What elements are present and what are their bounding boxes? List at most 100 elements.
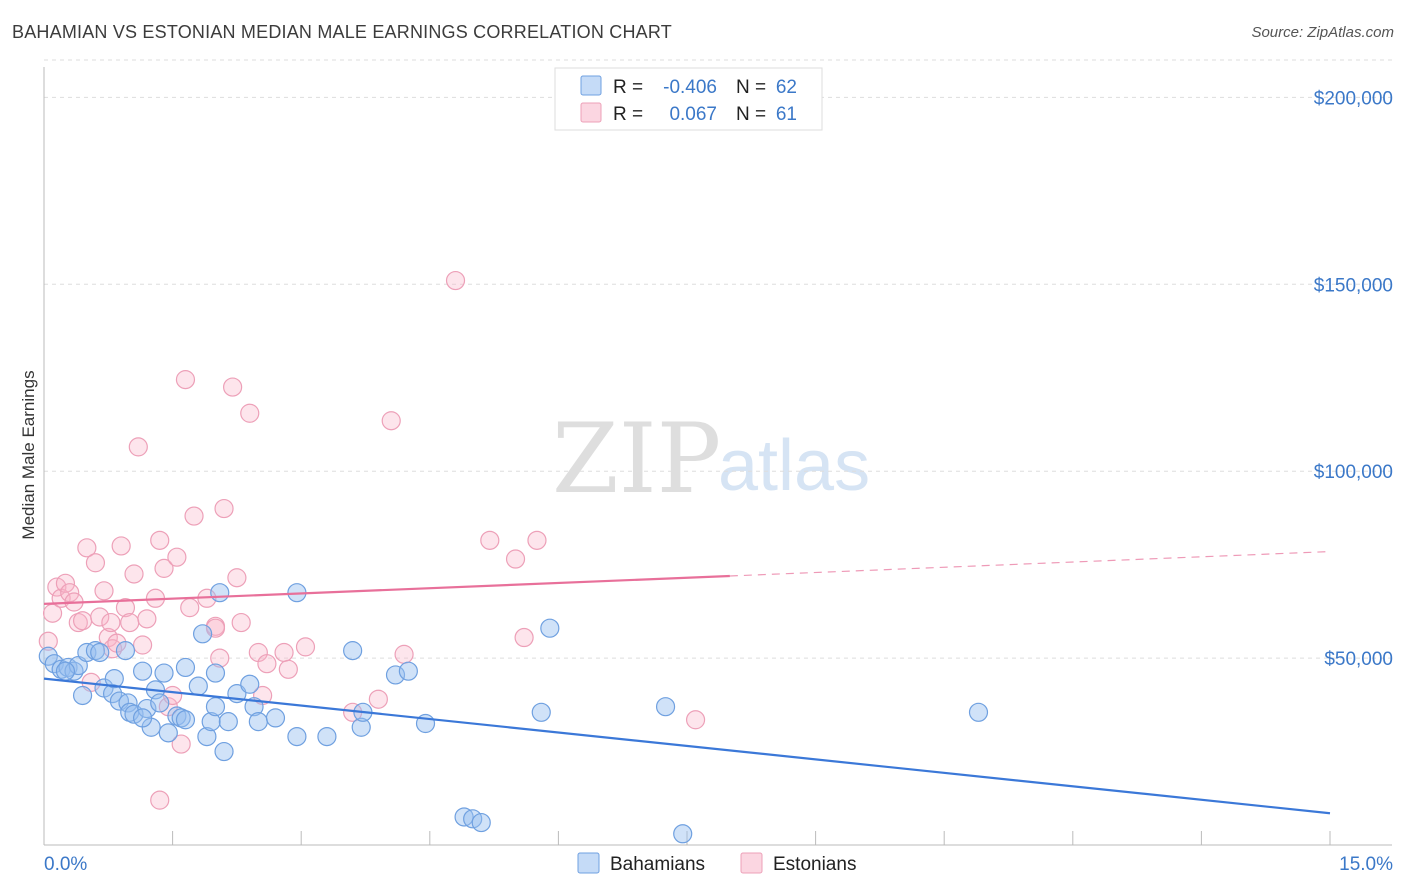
legend-bottom: Bahamians Estonians (577, 852, 856, 875)
y-tick-labels: $50,000 $100,000 $150,000 $200,000 (1314, 88, 1393, 670)
data-point-bahamians (218, 712, 238, 732)
data-point-bahamians (154, 663, 174, 683)
series-estonians (38, 270, 706, 810)
legend-bottom-label-estonians: Estonians (773, 854, 856, 875)
data-point-bahamians (205, 697, 226, 717)
data-point-bahamians (317, 726, 337, 747)
data-point-estonians (368, 689, 388, 709)
data-point-estonians (240, 403, 260, 423)
watermark-zip: ZIP (552, 403, 721, 515)
legend-n-label: N = (736, 77, 766, 98)
data-point-bahamians (102, 684, 123, 704)
legend-top: R = -0.406 N = 62 R = 0.067 N = 61 (554, 67, 823, 131)
data-point-bahamians (540, 618, 560, 638)
data-point-bahamians (343, 641, 363, 661)
data-point-bahamians (197, 726, 217, 747)
data-point-bahamians (188, 676, 208, 696)
data-point-estonians (154, 558, 174, 578)
data-point-estonians (175, 370, 196, 390)
legend-r-value: -0.406 (663, 77, 717, 98)
data-point-estonians (72, 611, 93, 631)
trend-line-bahamians (43, 677, 1331, 815)
data-point-estonians (514, 627, 534, 648)
legend-swatch-estonians (580, 102, 602, 123)
series-bahamians (38, 583, 989, 844)
data-point-estonians (85, 553, 106, 573)
data-point-estonians (55, 573, 76, 593)
data-point-estonians (124, 564, 144, 584)
data-point-bahamians (351, 717, 371, 737)
data-point-estonians (120, 612, 140, 633)
legend-bottom-swatch-bahamians (577, 852, 600, 874)
data-point-bahamians (175, 657, 196, 678)
trend-lines (43, 550, 1331, 815)
data-point-estonians (132, 635, 153, 655)
legend-bottom-swatch-estonians (740, 852, 763, 874)
x-tick-label: 0.0% (44, 854, 87, 875)
gridlines (44, 59, 1392, 659)
legend-n-label: N = (736, 104, 766, 125)
chart-title: BAHAMIAN VS ESTONIAN MEDIAN MALE EARNING… (12, 22, 672, 42)
data-point-bahamians (531, 702, 551, 722)
data-point-estonians (257, 654, 277, 674)
legend-n-value: 61 (776, 104, 797, 125)
data-point-bahamians (214, 741, 234, 762)
data-point-estonians (274, 642, 294, 663)
data-point-bahamians (655, 697, 676, 717)
data-point-bahamians (90, 642, 110, 663)
y-tick-label: $150,000 (1314, 275, 1393, 296)
data-point-bahamians (150, 693, 170, 713)
data-point-estonians (167, 547, 187, 567)
x-tick-label: 15.0% (1339, 854, 1393, 875)
data-point-estonians (394, 644, 414, 664)
data-point-bahamians (132, 661, 153, 681)
data-point-estonians (184, 506, 204, 526)
data-point-estonians (77, 538, 97, 558)
data-point-estonians (505, 549, 526, 569)
data-point-estonians (60, 583, 80, 603)
data-point-estonians (137, 609, 157, 629)
watermark-atlas: atlas (718, 426, 870, 506)
y-tick-label: $200,000 (1314, 88, 1393, 109)
data-point-bahamians (201, 712, 221, 732)
data-point-estonians (527, 530, 547, 550)
legend-bottom-label-bahamians: Bahamians (610, 854, 705, 875)
legend-r-value: 0.067 (669, 104, 717, 125)
legend-r-label: R = (613, 104, 643, 125)
data-point-estonians (223, 377, 243, 397)
data-point-estonians (101, 612, 121, 633)
data-point-bahamians (175, 710, 196, 730)
data-point-estonians (38, 631, 58, 651)
data-point-estonians (111, 536, 131, 556)
data-point-bahamians (115, 641, 136, 661)
data-point-bahamians (193, 624, 213, 644)
data-point-bahamians (471, 812, 491, 833)
data-point-bahamians (248, 712, 268, 732)
data-point-estonians (685, 710, 706, 730)
x-tick-labels: 0.0% 15.0% (44, 854, 1393, 875)
legend-r-label: R = (613, 77, 643, 98)
trend-line-estonians-extension (729, 550, 1331, 577)
data-point-estonians (180, 598, 200, 618)
data-point-estonians (214, 498, 234, 519)
data-point-estonians (227, 568, 247, 588)
data-point-bahamians (104, 669, 124, 689)
data-point-estonians (150, 530, 170, 550)
data-point-bahamians (398, 661, 418, 681)
data-point-estonians (210, 648, 230, 668)
data-point-estonians (94, 581, 114, 601)
data-point-estonians (171, 734, 191, 754)
data-point-estonians (278, 659, 298, 679)
legend-swatch-bahamians (580, 75, 602, 96)
data-point-estonians (115, 598, 136, 618)
y-axis-title: Median Male Earnings (19, 370, 38, 539)
source-label: Source: ZipAtlas.com (1251, 24, 1394, 41)
data-point-bahamians (385, 665, 406, 685)
y-tick-label: $100,000 (1314, 462, 1393, 483)
trend-line-estonians (43, 574, 730, 605)
data-point-bahamians (240, 674, 260, 694)
data-point-estonians (150, 790, 170, 810)
data-point-estonians (480, 530, 500, 550)
data-point-bahamians (132, 708, 153, 728)
